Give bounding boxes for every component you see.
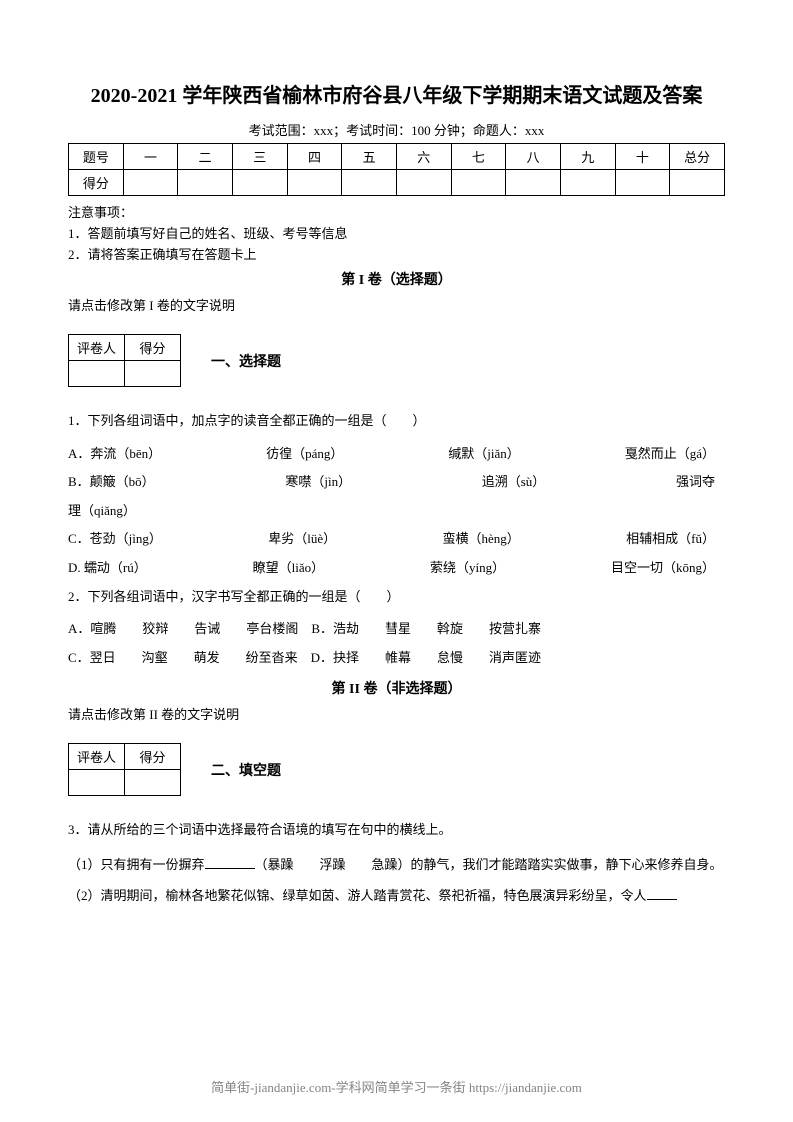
table-row: 题号 一 二 三 四 五 六 七 八 九 十 总分 bbox=[69, 144, 725, 170]
option-text: 萦绕（yíng） bbox=[430, 554, 505, 583]
q1-option-a: A．奔流（bēn） 彷徨（páng） 缄默（jiǎn） 戛然而止（gá） bbox=[68, 440, 725, 469]
option-text: 彷徨（páng） bbox=[266, 440, 343, 469]
empty-cell bbox=[123, 170, 178, 196]
q3-sub2-text: （2）清明期间，榆林各地繁花似锦、绿草如茵、游人踏青赏花、祭祀祈福，特色展演异彩… bbox=[68, 888, 647, 903]
q2-stem: 2．下列各组词语中，汉字书写全都正确的一组是（ ） bbox=[68, 583, 725, 612]
volume1-desc: 请点击修改第 I 卷的文字说明 bbox=[68, 295, 725, 314]
option-text: B．颠簸（bō） bbox=[68, 468, 155, 497]
part2-title: 二、填空题 bbox=[211, 760, 281, 780]
notice-title: 注意事项： bbox=[68, 202, 725, 221]
option-text: 强词夺 bbox=[676, 468, 715, 497]
option-text: 缄默（jiǎn） bbox=[448, 440, 520, 469]
score-label-cell: 得分 bbox=[69, 170, 124, 196]
header-cell: 四 bbox=[287, 144, 342, 170]
empty-cell bbox=[125, 361, 181, 387]
part1-title: 一、选择题 bbox=[211, 351, 281, 371]
empty-cell bbox=[178, 170, 233, 196]
grader-section-2: 评卷人 得分 二、填空题 bbox=[68, 743, 725, 796]
empty-cell bbox=[287, 170, 342, 196]
option-text: 蛮横（hèng） bbox=[443, 525, 520, 554]
grader-cell: 得分 bbox=[125, 744, 181, 770]
volume1-header: 第 I 卷（选择题） bbox=[68, 269, 725, 289]
grader-cell: 得分 bbox=[125, 335, 181, 361]
table-row: 得分 bbox=[69, 170, 725, 196]
empty-cell bbox=[69, 770, 125, 796]
q1-option-d: D. 蠕动（rú） 瞭望（liǎo） 萦绕（yíng） 目空一切（kōng） bbox=[68, 554, 725, 583]
grader-table: 评卷人 得分 bbox=[68, 334, 181, 387]
header-cell: 十 bbox=[615, 144, 670, 170]
table-row bbox=[69, 361, 181, 387]
score-table: 题号 一 二 三 四 五 六 七 八 九 十 总分 得分 bbox=[68, 143, 725, 196]
option-text: 追溯（sù） bbox=[482, 468, 546, 497]
q3-sub1b: （暴躁 浮躁 急躁）的静气，我们才能踏踏实实做事，静下心来修养自身。 bbox=[255, 857, 723, 872]
option-text: 戛然而止（gá） bbox=[625, 440, 715, 469]
table-row bbox=[69, 770, 181, 796]
empty-cell bbox=[506, 170, 561, 196]
header-cell: 一 bbox=[123, 144, 178, 170]
header-cell: 二 bbox=[178, 144, 233, 170]
empty-cell bbox=[615, 170, 670, 196]
volume2-desc: 请点击修改第 II 卷的文字说明 bbox=[68, 704, 725, 723]
q1-option-c: C．苍劲（jìng） 卑劣（lüè） 蛮横（hèng） 相辅相成（fǔ） bbox=[68, 525, 725, 554]
blank-line bbox=[647, 886, 677, 900]
empty-cell bbox=[670, 170, 725, 196]
empty-cell bbox=[560, 170, 615, 196]
blank-line bbox=[205, 855, 255, 869]
q3-stem: 3．请从所给的三个词语中选择最符合语境的填写在句中的横线上。 bbox=[68, 816, 725, 845]
q2-line2: C．翌日 沟壑 萌发 纷至沓来 D．抉择 帷幕 怠慢 消声匿迹 bbox=[68, 644, 725, 673]
q3-sub2: （2）清明期间，榆林各地繁花似锦、绿草如茵、游人踏青赏花、祭祀祈福，特色展演异彩… bbox=[68, 880, 725, 911]
option-text: 相辅相成（fǔ） bbox=[626, 525, 715, 554]
header-cell: 九 bbox=[560, 144, 615, 170]
empty-cell bbox=[232, 170, 287, 196]
header-cell: 题号 bbox=[69, 144, 124, 170]
grader-section: 评卷人 得分 一、选择题 bbox=[68, 334, 725, 387]
empty-cell bbox=[125, 770, 181, 796]
header-cell: 七 bbox=[451, 144, 506, 170]
q1-option-b: B．颠簸（bō） 寒噤（jìn） 追溯（sù） 强词夺 bbox=[68, 468, 725, 497]
option-text: 瞭望（liǎo） bbox=[253, 554, 325, 583]
document-title: 2020-2021 学年陕西省榆林市府谷县八年级下学期期末语文试题及答案 bbox=[68, 80, 725, 112]
header-cell: 总分 bbox=[670, 144, 725, 170]
grader-table: 评卷人 得分 bbox=[68, 743, 181, 796]
header-cell: 八 bbox=[506, 144, 561, 170]
table-row: 评卷人 得分 bbox=[69, 335, 181, 361]
q1-stem: 1．下列各组词语中，加点字的读音全都正确的一组是（ ） bbox=[68, 407, 725, 436]
table-row: 评卷人 得分 bbox=[69, 744, 181, 770]
option-text: 寒噤（jìn） bbox=[285, 468, 351, 497]
grader-cell: 评卷人 bbox=[69, 744, 125, 770]
option-text: 目空一切（kōng） bbox=[611, 554, 715, 583]
empty-cell bbox=[69, 361, 125, 387]
q3-sub1: （1）只有拥有一份摒弃 （暴躁 浮躁 急躁）的静气，我们才能踏踏实实做事，静下心来… bbox=[68, 849, 725, 880]
exam-info: 考试范围：xxx；考试时间：100 分钟；命题人：xxx bbox=[68, 120, 725, 139]
empty-cell bbox=[451, 170, 506, 196]
empty-cell bbox=[342, 170, 397, 196]
notice-item: 1．答题前填写好自己的姓名、班级、考号等信息 bbox=[68, 223, 725, 242]
empty-cell bbox=[396, 170, 451, 196]
q3-sub1a: （1）只有拥有一份摒弃 bbox=[68, 857, 205, 872]
page-footer: 简单街-jiandanjie.com-学科网简单学习一条街 https://ji… bbox=[0, 1077, 793, 1096]
header-cell: 五 bbox=[342, 144, 397, 170]
option-text: D. 蠕动（rú） bbox=[68, 554, 147, 583]
notice-item: 2．请将答案正确填写在答题卡上 bbox=[68, 244, 725, 263]
volume2-header: 第 II 卷（非选择题） bbox=[68, 678, 725, 698]
header-cell: 三 bbox=[232, 144, 287, 170]
header-cell: 六 bbox=[396, 144, 451, 170]
option-text: C．苍劲（jìng） bbox=[68, 525, 162, 554]
grader-cell: 评卷人 bbox=[69, 335, 125, 361]
q2-line1: A．喧腾 狡辩 告诫 亭台楼阁 B．浩劫 彗星 斡旋 按营扎寨 bbox=[68, 615, 725, 644]
option-text: 卑劣（lüè） bbox=[268, 525, 336, 554]
option-text: A．奔流（bēn） bbox=[68, 440, 161, 469]
q1-option-b-cont: 理（qiǎng） bbox=[68, 497, 725, 526]
